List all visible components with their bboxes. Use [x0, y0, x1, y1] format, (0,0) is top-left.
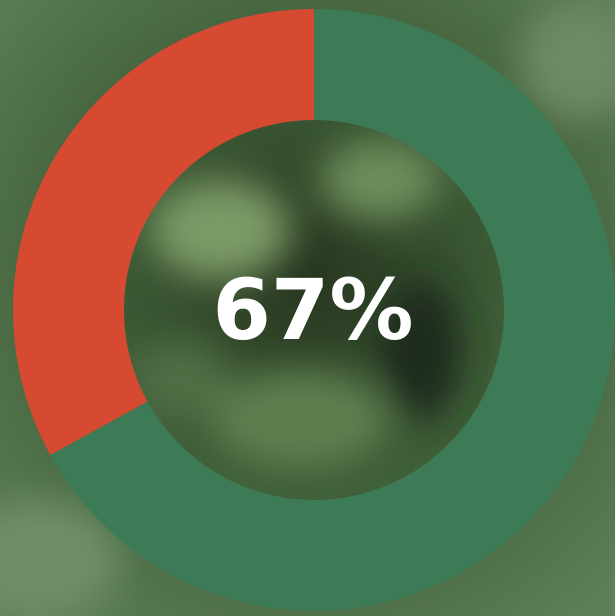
center-label: 67%: [212, 261, 413, 359]
donut-segment: [13, 9, 314, 456]
donut-segment: [50, 9, 615, 611]
